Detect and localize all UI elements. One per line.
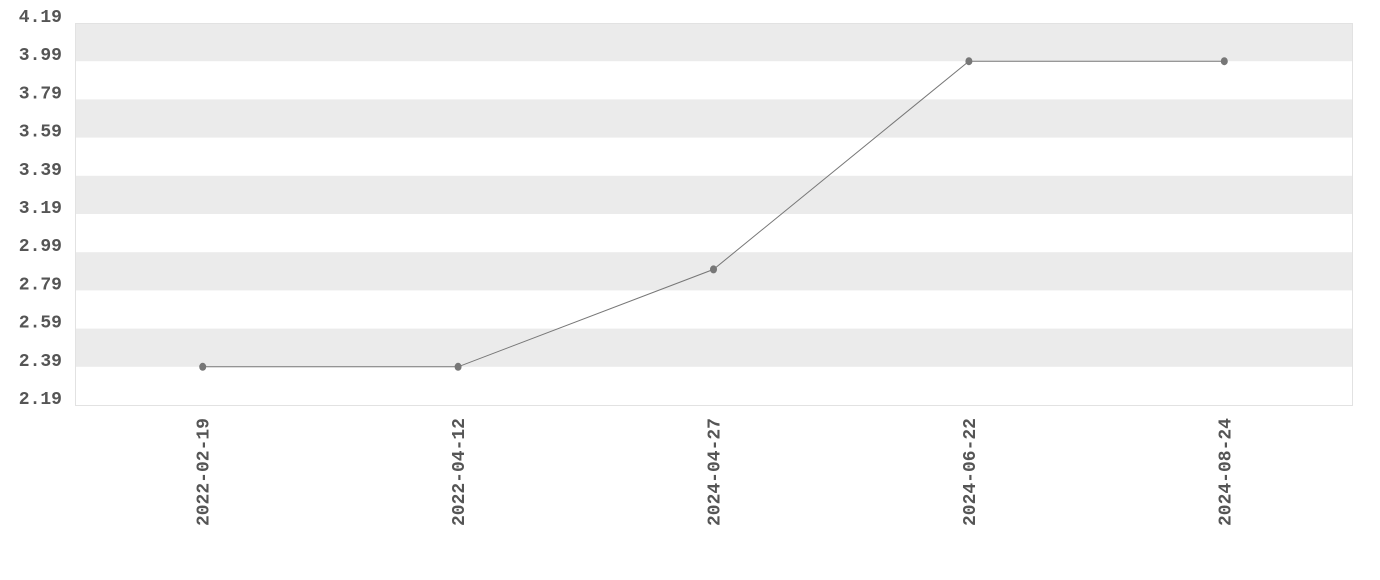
x-tick-label: 2024-06-22: [961, 418, 981, 526]
x-tick-label: 2022-02-19: [195, 418, 215, 526]
x-tick-label: 2024-04-27: [706, 418, 726, 526]
y-tick-label: 2.39: [19, 352, 62, 372]
data-point: [199, 362, 207, 371]
y-tick-label: 3.19: [19, 199, 62, 219]
grid-band: [75, 328, 1352, 367]
grid-band: [75, 175, 1352, 214]
y-tick-label: 2.59: [19, 314, 62, 334]
data-point: [965, 57, 973, 66]
data-point: [1220, 57, 1228, 66]
grid-band: [75, 99, 1352, 138]
data-point: [454, 362, 462, 371]
x-tick-label: 2024-08-24: [1216, 418, 1236, 526]
y-tick-label: 2.19: [19, 390, 62, 410]
grid-band: [75, 23, 1352, 62]
y-tick-label: 2.99: [19, 237, 62, 257]
data-point: [710, 265, 717, 274]
plot-frame: [75, 23, 1353, 406]
y-tick-label: 3.59: [19, 123, 62, 143]
y-tick-label: 3.99: [19, 46, 62, 66]
y-tick-label: 4.19: [19, 8, 62, 28]
y-tick-label: 2.79: [19, 275, 62, 295]
grid-bands: [75, 23, 1352, 367]
series: [199, 57, 1228, 371]
x-tick-label: 2022-04-12: [450, 418, 470, 526]
y-tick-label: 3.39: [19, 161, 62, 181]
y-tick-label: 3.79: [19, 84, 62, 104]
y-axis: 2.19 2.39 2.59 2.79 2.99 3.19 3.39 3.59 3.79 3.99…: [19, 8, 62, 410]
x-axis: 2022-02-19 2022-04-12 2024-04-27 2024-06-22…: [195, 418, 1237, 526]
